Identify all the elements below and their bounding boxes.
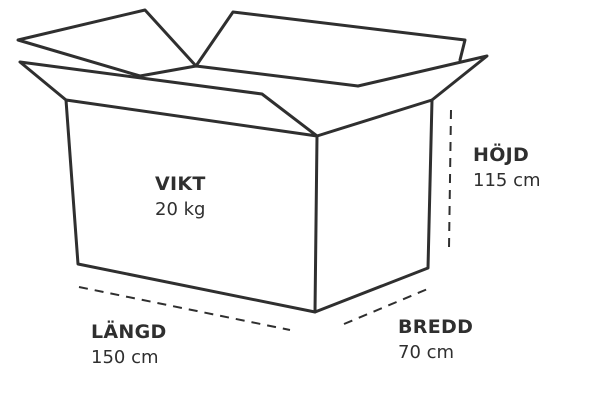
weight-label: VIKT 20 kg xyxy=(155,173,206,221)
box-back-right-flap xyxy=(194,10,467,68)
box-front-flap xyxy=(18,60,319,138)
height-value: 115 cm xyxy=(473,169,541,191)
weight-title: VIKT xyxy=(155,173,206,195)
length-title: LÄNGD xyxy=(91,321,167,343)
width-label: BREDD 70 cm xyxy=(398,316,473,364)
length-dimension-line xyxy=(78,286,291,331)
box-back-left-flap xyxy=(16,8,198,78)
box-side-face xyxy=(313,98,434,314)
width-title: BREDD xyxy=(398,316,474,338)
height-dimension-line xyxy=(448,109,452,249)
height-label: HÖJD 115 cm xyxy=(473,144,541,192)
weight-value: 20 kg xyxy=(155,198,206,220)
box-right-flap xyxy=(356,54,489,102)
length-label: LÄNGD 150 cm xyxy=(91,321,167,369)
height-title: HÖJD xyxy=(473,144,530,166)
length-value: 150 cm xyxy=(91,346,159,368)
width-value: 70 cm xyxy=(398,341,455,363)
